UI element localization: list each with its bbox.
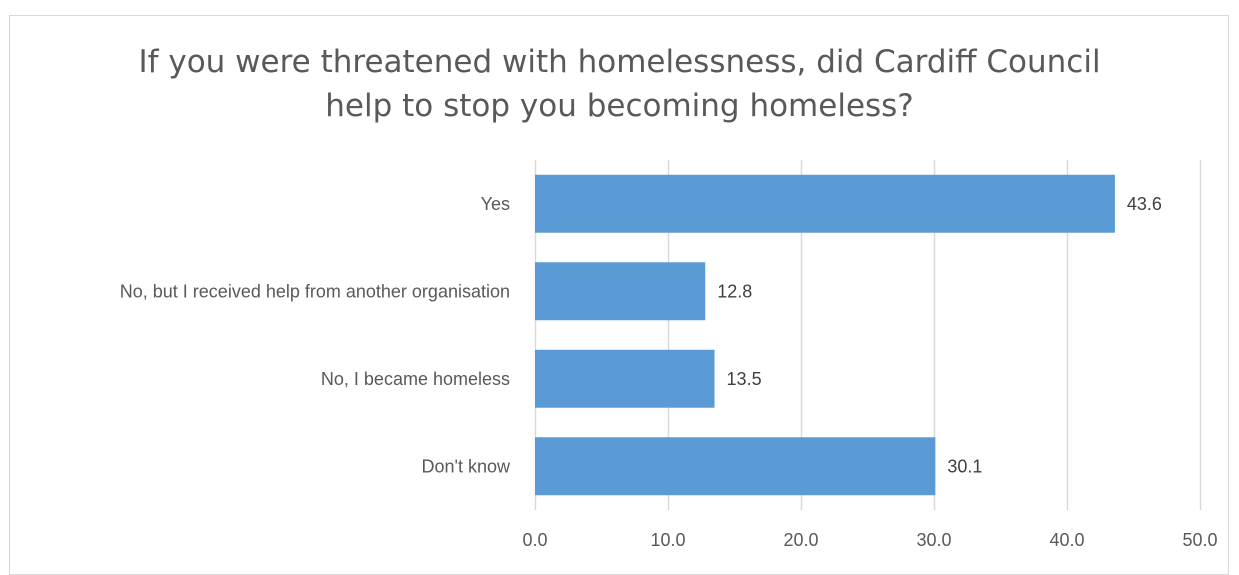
x-tick-label: 40.0 [1049, 530, 1084, 550]
bar [535, 175, 1115, 233]
bar [535, 262, 705, 320]
bar-chart-plot: 43.6 12.8 13.5 30.1 Yes No, but I received h… [0, 0, 1239, 561]
category-label: No, but I received help from another org… [120, 281, 510, 301]
bars [535, 175, 1115, 496]
category-label: No, I became homeless [321, 369, 510, 389]
x-tick-label: 10.0 [650, 530, 685, 550]
x-tick-label: 30.0 [916, 530, 951, 550]
category-label: Don't know [422, 456, 511, 476]
data-label: 13.5 [727, 369, 762, 389]
category-label: Yes [481, 194, 510, 214]
x-axis-tick-labels: 0.0 10.0 20.0 30.0 40.0 50.0 [522, 530, 1217, 550]
data-label: 12.8 [717, 281, 752, 301]
data-labels: 43.6 12.8 13.5 30.1 [717, 194, 1162, 477]
data-label: 30.1 [947, 456, 982, 476]
bar [535, 437, 935, 495]
x-tick-label: 20.0 [783, 530, 818, 550]
x-tick-label: 50.0 [1182, 530, 1217, 550]
category-labels: Yes No, but I received help from another … [120, 194, 511, 477]
bar [535, 350, 715, 408]
x-tick-label: 0.0 [522, 530, 547, 550]
data-label: 43.6 [1127, 194, 1162, 214]
